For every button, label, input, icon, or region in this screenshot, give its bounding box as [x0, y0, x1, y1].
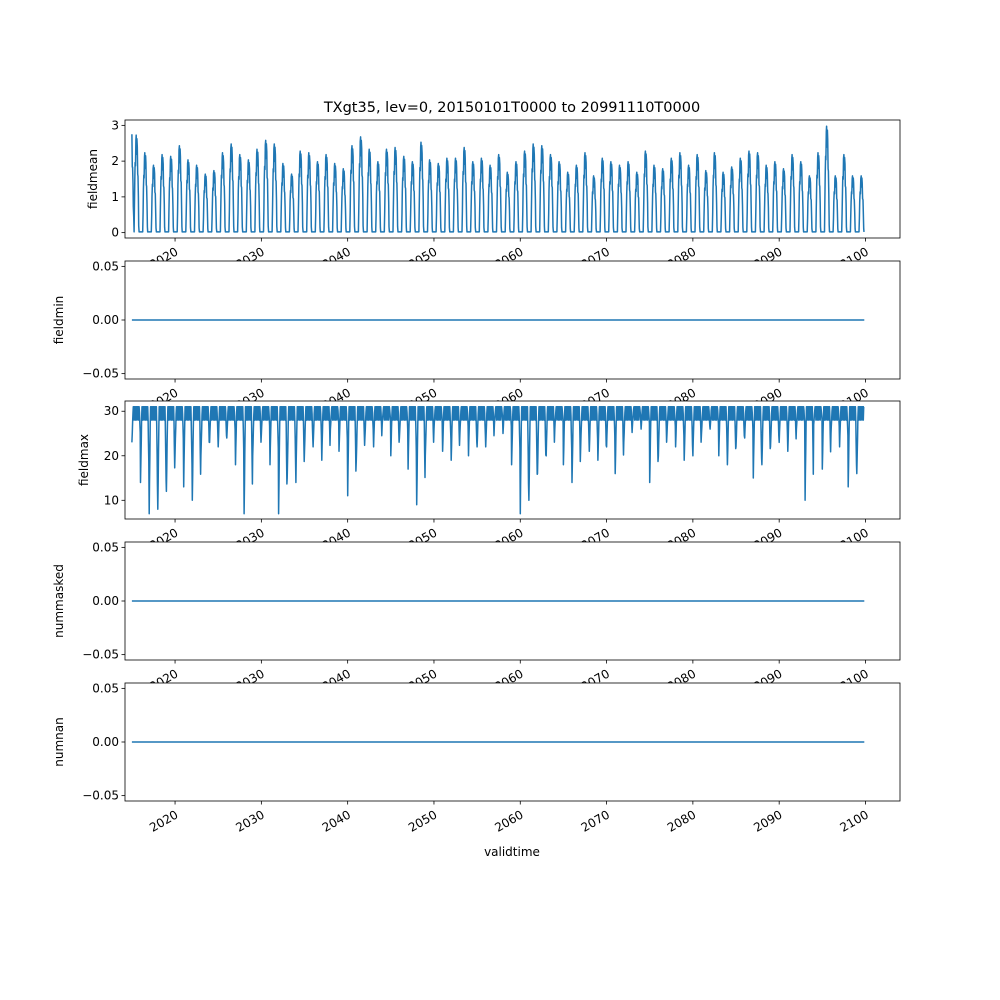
y-tick-label: 1 — [111, 190, 119, 204]
panel-numnan: 0.05 0.00 −0.05 numnan 2020 2030 2040 2050 2060 2… — [52, 681, 901, 835]
x-tick-label: 2090 — [751, 807, 784, 834]
y-tick-label: 30 — [104, 404, 119, 418]
x-tick-label: 2030 — [233, 807, 266, 834]
x-axis-label: validtime — [484, 845, 540, 859]
y-tick-label: 20 — [104, 449, 119, 463]
y-tick-label: 10 — [104, 493, 119, 507]
y-axis-label: fieldmax — [77, 434, 91, 486]
x-tick-label: 2080 — [665, 807, 698, 834]
y-tick-label: 0.05 — [92, 540, 119, 554]
y-tick-label: 0.00 — [92, 313, 119, 327]
y-axis-label: nummasked — [52, 564, 66, 638]
x-tick-label: 2060 — [492, 807, 525, 834]
y-tick-label: 0.05 — [92, 259, 119, 273]
y-tick-label: 0.00 — [92, 735, 119, 749]
y-tick-label: −0.05 — [82, 648, 119, 662]
y-tick-label: −0.05 — [82, 789, 119, 803]
y-axis-label: numnan — [52, 717, 66, 766]
axes-frame — [124, 400, 901, 520]
y-tick-label: 0 — [111, 226, 119, 240]
x-tick-label: 2020 — [147, 807, 180, 834]
x-tick-label: 2100 — [838, 807, 871, 834]
series-line-fieldmax — [131, 406, 865, 515]
plot-area — [125, 120, 900, 238]
y-tick-label: 0.00 — [92, 594, 119, 608]
x-tick-label: 2040 — [320, 807, 353, 834]
chart-title: TXgt35, lev=0, 20150101T0000 to 20991110… — [323, 100, 700, 116]
y-tick-label: 0.05 — [92, 681, 119, 695]
axes-frame — [124, 119, 901, 239]
y-axis-label: fieldmin — [52, 296, 66, 345]
y-tick-label: 3 — [111, 118, 119, 132]
y-axis-label: fieldmean — [86, 149, 100, 209]
series-line-fieldmean — [131, 125, 865, 233]
y-tick-label: −0.05 — [82, 367, 119, 381]
x-tick-label: 2070 — [579, 807, 612, 834]
x-tick-label: 2050 — [406, 807, 439, 834]
y-tick-label: 2 — [111, 154, 119, 168]
